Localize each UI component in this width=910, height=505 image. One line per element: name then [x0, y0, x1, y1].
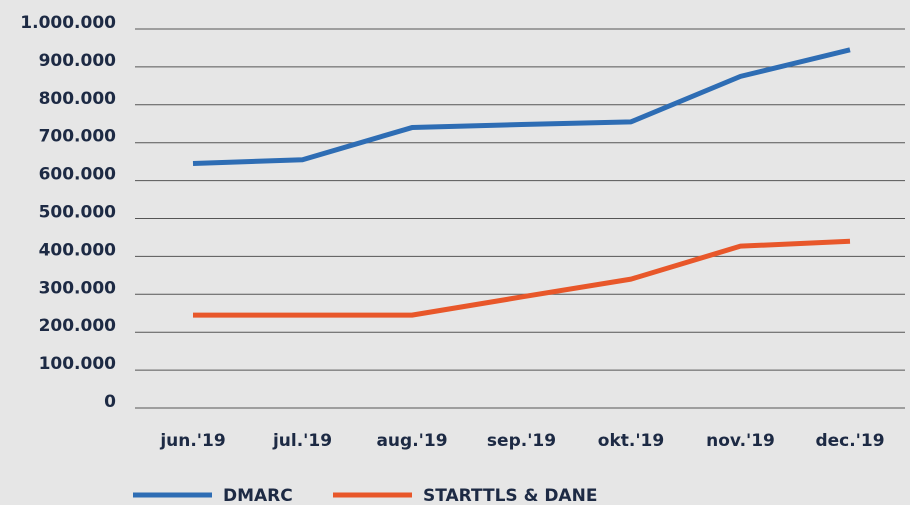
x-tick-label: jun.'19	[159, 431, 225, 451]
y-tick-label: 400.000	[39, 240, 117, 260]
y-tick-label: 200.000	[39, 316, 117, 336]
x-tick-label: jul.'19	[272, 431, 332, 451]
legend-label: DMARC	[223, 486, 293, 505]
y-tick-label: 500.000	[39, 203, 117, 223]
y-tick-label: 1.000.000	[20, 13, 116, 33]
x-tick-label: nov.'19	[706, 431, 775, 451]
series-line	[192, 47, 851, 167]
y-tick-label: 100.000	[39, 354, 117, 374]
x-tick-label: okt.'19	[598, 431, 664, 451]
legend-label: STARTTLS & DANE	[423, 486, 597, 505]
y-tick-label: 0	[104, 392, 116, 412]
y-tick-label: 700.000	[39, 127, 117, 147]
x-tick-label: dec.'19	[815, 431, 884, 451]
x-tick-label: aug.'19	[376, 431, 447, 451]
y-tick-label: 600.000	[39, 165, 117, 185]
series-line	[193, 238, 851, 318]
x-tick-label: sep.'19	[487, 431, 556, 451]
y-tick-label: 900.000	[39, 51, 117, 71]
y-tick-label: 300.000	[39, 278, 117, 298]
y-tick-label: 800.000	[39, 89, 117, 109]
